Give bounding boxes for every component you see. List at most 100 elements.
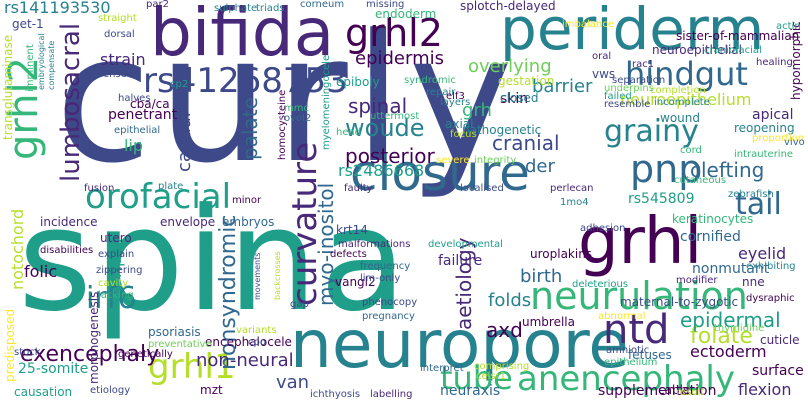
word-reopening: reopening <box>734 121 795 135</box>
word-missing: missing <box>366 0 405 10</box>
word-preventative: preventative <box>148 339 212 350</box>
word-etiology: etiology <box>90 385 131 396</box>
word-neurulation: neurulation <box>530 274 748 318</box>
word-uttermost: uttermost <box>370 111 420 122</box>
word-skin: skin <box>500 91 529 107</box>
word-lacking: lacking <box>98 290 134 301</box>
word-get-1: get-1 <box>12 17 44 31</box>
word-folate: folate <box>690 324 753 349</box>
word-perlecan: perlecan <box>550 183 594 194</box>
word-endoderm: endoderm <box>375 7 437 21</box>
word-krt14: krt14 <box>336 223 368 237</box>
word-imminent: imminent <box>25 44 36 92</box>
word-cutaneous: cutaneous <box>674 175 727 186</box>
word-interpret: interpret <box>420 363 464 374</box>
word-rac1: rac1 <box>632 59 655 70</box>
word-mmc: mmc <box>284 103 309 114</box>
word-faulty: faulty <box>344 183 373 194</box>
word-epiboly: epiboly <box>336 75 380 89</box>
word-1mo4: 1mo4 <box>560 197 589 208</box>
word-grh: grh <box>462 100 492 121</box>
word-mzt: mzt <box>200 383 223 397</box>
word-movements: movements <box>253 252 262 300</box>
word-labelling: labelling <box>370 389 413 400</box>
word-actin: actin <box>776 21 801 32</box>
word-anencephaly: anencephaly <box>517 359 735 399</box>
word-embryos: embryos <box>222 215 275 229</box>
word-envelope: envelope <box>160 215 216 229</box>
word-tail: tail <box>735 187 782 222</box>
word-exhibiting: exhibiting <box>746 261 796 272</box>
word-maternal-to-zygotic: maternal-to-zygotic <box>620 295 739 309</box>
word-craniofacial: craniofacial <box>704 45 762 56</box>
word-imbalance: imbalance <box>562 19 614 30</box>
word-integrity: integrity <box>474 155 517 166</box>
word-result: result <box>676 387 705 398</box>
word-irf6: irf6 <box>86 281 137 316</box>
word-par2: par2 <box>146 0 169 10</box>
word-uroplakins: uroplakins <box>530 247 593 261</box>
word-transglutaminase: transglutaminase <box>1 34 15 140</box>
word-sister-of-mammalian: sister-of-mammalian <box>676 29 800 43</box>
word-intrauterine: intrauterine <box>734 149 794 160</box>
word-celsr1: celsr1 <box>476 371 507 382</box>
word-cuticle: cuticle <box>760 333 800 347</box>
word-genetically: genetically <box>118 349 173 360</box>
word-grainy: grainy <box>604 114 699 149</box>
word-causation: causation <box>14 385 73 399</box>
word-epidermal: epidermal <box>680 308 781 332</box>
word-variants: variants <box>236 325 277 336</box>
word-zebrafish: zebrafish <box>728 189 774 200</box>
word-lumbosacral: lumbosacral <box>56 22 86 182</box>
word-spina: spina <box>18 178 409 343</box>
word-developmental: developmental <box>428 239 503 250</box>
word-ectoderm: ectoderm <box>690 342 767 361</box>
word-epithelial: epithelial <box>114 125 161 136</box>
word-neuraxis: neuraxis <box>440 383 501 399</box>
word-localised: localised <box>460 183 504 194</box>
word-rs141193530: rs141193530 <box>4 0 111 17</box>
word-psoriasis: psoriasis <box>148 325 201 339</box>
word-epidermis: epidermis <box>355 48 444 69</box>
word-pregnancy: pregnancy <box>362 311 415 322</box>
word-homocysteine: homocysteine <box>277 89 288 160</box>
word-utero: utero <box>100 231 132 245</box>
word-surface: surface <box>752 363 804 379</box>
word-folds: folds <box>488 290 532 311</box>
word-umbrella: umbrella <box>522 315 575 329</box>
word-orofacial: orofacial <box>85 177 232 217</box>
word-thymidine: thymidine <box>714 323 765 334</box>
word-explain: explain <box>98 249 135 260</box>
word-ntds: grhl2 <box>345 11 443 55</box>
word-neuroepithelial: neuroepithelial <box>652 43 742 57</box>
word-cp2: cp2 <box>170 79 189 90</box>
word-morphogenesis: morphogenesis <box>87 291 101 384</box>
word-barrier: barrier <box>532 76 593 97</box>
word-grhl1: grhl1 <box>148 347 236 387</box>
word-failed: failed <box>604 91 632 102</box>
word-malformations: malformations <box>338 239 411 250</box>
word-myo-inositol: myo-inositol <box>314 182 338 306</box>
word-backcrosses: backcrosses <box>273 251 282 300</box>
word-incidence: incidence <box>40 215 98 229</box>
word-layers: layers <box>440 97 471 108</box>
word-ichthyosis: ichthyosis <box>310 389 361 400</box>
word-periderm: periderm <box>500 0 765 63</box>
word-closure: closure <box>350 144 530 202</box>
word-exencephaly: exencephaly <box>20 342 160 367</box>
word-ovol2: ovol2 <box>284 113 312 124</box>
word-completion: completion <box>650 85 706 96</box>
word-van: van <box>276 372 310 393</box>
word-tube: tube <box>440 359 513 397</box>
word-gestation: gestation <box>498 74 555 88</box>
word-sulphate: sulphate <box>214 3 258 14</box>
word-dorsal: dorsal <box>104 29 135 40</box>
word-deleterious: deleterious <box>572 279 629 290</box>
word-failure: failure <box>438 253 483 269</box>
word-axd: axd <box>486 318 523 342</box>
word-grhl: grhl <box>578 205 703 279</box>
word-vangl2: vangl2 <box>335 275 376 289</box>
word-missense: missense <box>80 69 127 80</box>
word-rs2486668: rs2486668 <box>338 161 425 180</box>
